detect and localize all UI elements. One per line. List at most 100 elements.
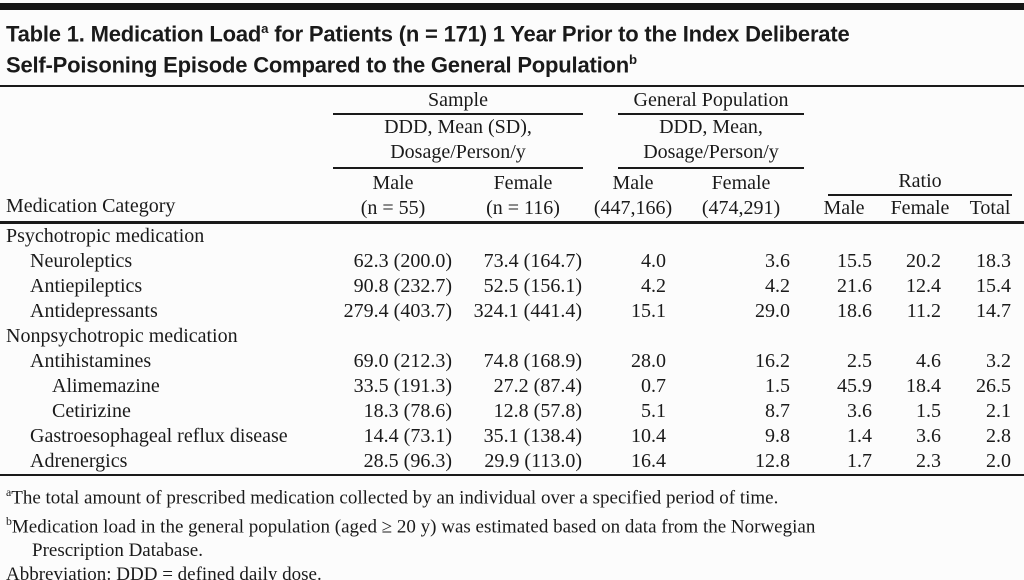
value-cell: 14.4 (73.1)	[363, 424, 452, 447]
value-cell: 3.2	[986, 349, 1011, 372]
value-cell: 4.6	[916, 349, 941, 372]
ratio-total-header: Total	[969, 196, 1011, 219]
title-line-1: Table 1. Medication Loada for Patients (…	[6, 16, 1020, 47]
value-cell: 73.4 (164.7)	[483, 249, 582, 272]
gp-male-header: Male (447,166)	[588, 168, 678, 224]
blank-cell	[0, 87, 328, 115]
value-cell: 15.5	[837, 249, 872, 272]
value-cell: 29.0	[755, 299, 790, 322]
column-header-row: Medication Category Male (n = 55) Female…	[0, 168, 1024, 224]
col-header-line-2: (n = 116)	[486, 196, 560, 219]
footnotes-section: aThe total amount of prescribed medicati…	[0, 476, 1024, 580]
value-cell	[956, 324, 1024, 349]
table-bottom-rule	[0, 473, 1024, 476]
value-cell: 20.2	[906, 249, 941, 272]
title-text: Self-Poisoning Episode Compared to the G…	[6, 52, 629, 78]
row-label-cell: Antihistamines	[30, 349, 152, 372]
value-cell: 9.8	[765, 424, 790, 447]
table-row: Adrenergics 28.5 (96.3) 29.9 (113.0) 16.…	[0, 449, 1024, 474]
value-cell: 14.7	[976, 299, 1011, 322]
sample-units-line-1: DDD, Mean (SD),	[384, 115, 532, 138]
title-text: Table 1. Medication Load	[6, 21, 262, 47]
value-cell: 15.1	[631, 299, 666, 322]
row-label-cell: Cetirizine	[52, 399, 131, 422]
value-cell	[678, 222, 804, 249]
footnote-b-continuation: Prescription Database.	[32, 540, 203, 562]
sample-units-header: DDD, Mean (SD), Dosage/Person/y	[328, 115, 588, 169]
value-cell: 35.1 (138.4)	[483, 424, 582, 447]
value-cell: 74.8 (168.9)	[483, 349, 582, 372]
row-label-cell: Antidepressants	[30, 299, 158, 322]
footnote-b-text: Medication load in the general populatio…	[11, 516, 816, 538]
value-cell	[328, 222, 458, 249]
sample-group-header: Sample	[328, 87, 588, 115]
value-cell: 16.4	[631, 449, 666, 472]
value-cell	[804, 324, 884, 349]
table-row: Nonpsychotropic medication	[0, 324, 1024, 349]
value-cell	[458, 324, 588, 349]
gp-units-line-2: Dosage/Person/y	[643, 140, 779, 163]
col-header-line-2: (447,166)	[593, 196, 673, 219]
value-cell: 27.2 (87.4)	[493, 374, 582, 397]
value-cell	[328, 324, 458, 349]
value-cell	[884, 324, 956, 349]
value-cell: 1.5	[916, 399, 941, 422]
value-cell: 324.1 (441.4)	[473, 299, 582, 322]
value-cell: 28.5 (96.3)	[363, 449, 452, 472]
footnote-b: bMedication load in the general populati…	[6, 510, 1018, 539]
table-row: Antidepressants 279.4 (403.7) 324.1 (441…	[0, 299, 1024, 324]
title-line-2: Self-Poisoning Episode Compared to the G…	[6, 47, 1020, 78]
value-cell: 28.0	[631, 349, 666, 372]
table-row: Antihistamines 69.0 (212.3) 74.8 (168.9)…	[0, 349, 1024, 374]
value-cell: 2.1	[986, 399, 1011, 422]
footnote-b-marker: b	[629, 52, 637, 68]
title-text: for Patients (n = 171) 1 Year Prior to t…	[268, 21, 850, 47]
value-cell: 45.9	[837, 374, 872, 397]
units-header-row: DDD, Mean (SD), Dosage/Person/y DDD, Mea…	[0, 115, 1024, 169]
value-cell: 12.4	[906, 274, 941, 297]
value-cell: 18.4	[906, 374, 941, 397]
sample-units-line-2: Dosage/Person/y	[390, 140, 526, 163]
value-cell: 90.8 (232.7)	[353, 274, 452, 297]
table-row: Antiepileptics 90.8 (232.7) 52.5 (156.1)…	[0, 274, 1024, 299]
ratio-label-text: Ratio	[898, 169, 942, 192]
footnote-a: aThe total amount of prescribed medicati…	[6, 481, 1018, 510]
footnote-b-marker: b	[6, 514, 12, 528]
value-cell	[588, 222, 678, 249]
value-cell: 18.3 (78.6)	[363, 399, 452, 422]
sample-male-header: Male (n = 55)	[328, 168, 458, 224]
value-cell: 21.6	[837, 274, 872, 297]
row-label-cell: Alimemazine	[52, 374, 160, 397]
top-border-bar	[0, 3, 1024, 10]
value-cell: 4.0	[641, 249, 666, 272]
table-title: Table 1. Medication Loada for Patients (…	[0, 10, 1024, 85]
table-row: Gastroesophageal reflux disease 14.4 (73…	[0, 424, 1024, 449]
ratio-group-label: Ratio	[828, 169, 1012, 196]
title-divider-rule	[0, 84, 1024, 87]
table-row: Cetirizine 18.3 (78.6) 12.8 (57.8) 5.1 8…	[0, 399, 1024, 424]
value-cell: 0.7	[641, 374, 666, 397]
value-cell: 8.7	[765, 399, 790, 422]
value-cell	[678, 324, 804, 349]
ratio-female-header: Female	[890, 196, 950, 219]
table-row: Neuroleptics 62.3 (200.0) 73.4 (164.7) 4…	[0, 249, 1024, 274]
footnote-a-marker: a	[6, 485, 12, 499]
row-label-cell: Nonpsychotropic medication	[6, 324, 238, 347]
value-cell: 5.1	[641, 399, 666, 422]
general-population-group-header: General Population	[588, 87, 804, 115]
value-cell: 4.2	[765, 274, 790, 297]
value-cell	[458, 222, 588, 249]
value-cell: 1.4	[847, 424, 872, 447]
col-header-line-1: Male	[612, 171, 654, 194]
col-header-line-2: (474,291)	[701, 196, 781, 219]
value-cell: 69.0 (212.3)	[353, 349, 452, 372]
footnote-a-text: The total amount of prescribed medicatio…	[11, 486, 779, 508]
general-population-group-label: General Population	[633, 88, 789, 111]
value-cell: 2.0	[986, 449, 1011, 472]
footnote-a-marker: a	[261, 21, 269, 36]
gp-female-header: Female (474,291)	[678, 168, 804, 224]
value-cell: 12.8 (57.8)	[493, 399, 582, 422]
medication-category-header: Medication Category	[0, 168, 328, 224]
value-cell: 33.5 (191.3)	[353, 374, 452, 397]
value-cell: 1.7	[847, 449, 872, 472]
